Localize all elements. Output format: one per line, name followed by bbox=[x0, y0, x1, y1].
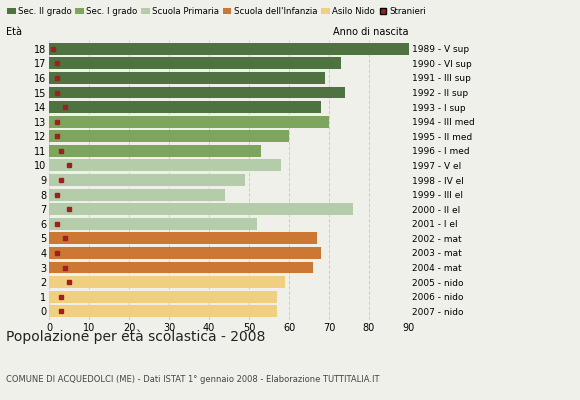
Bar bbox=[49, 247, 321, 259]
Bar bbox=[49, 189, 225, 200]
Bar bbox=[49, 43, 409, 55]
Text: Popolazione per età scolastica - 2008: Popolazione per età scolastica - 2008 bbox=[6, 330, 265, 344]
Bar bbox=[49, 72, 325, 84]
Bar bbox=[49, 276, 285, 288]
Bar bbox=[49, 160, 281, 171]
Bar bbox=[49, 305, 277, 317]
Bar bbox=[49, 203, 353, 215]
Bar bbox=[49, 130, 289, 142]
Bar bbox=[49, 145, 261, 157]
Bar bbox=[49, 262, 313, 274]
Legend: Sec. II grado, Sec. I grado, Scuola Primaria, Scuola dell'Infanzia, Asilo Nido, : Sec. II grado, Sec. I grado, Scuola Prim… bbox=[4, 4, 429, 18]
Bar bbox=[49, 291, 277, 303]
Bar bbox=[49, 232, 317, 244]
Bar bbox=[49, 86, 345, 98]
Bar bbox=[49, 101, 321, 113]
Bar bbox=[49, 218, 257, 230]
Text: Anno di nascita: Anno di nascita bbox=[334, 27, 409, 37]
Text: Età: Età bbox=[6, 27, 22, 37]
Bar bbox=[49, 174, 245, 186]
Bar bbox=[49, 57, 341, 69]
Bar bbox=[49, 116, 329, 128]
Text: COMUNE DI ACQUEDOLCI (ME) - Dati ISTAT 1° gennaio 2008 - Elaborazione TUTTITALIA: COMUNE DI ACQUEDOLCI (ME) - Dati ISTAT 1… bbox=[6, 375, 379, 384]
